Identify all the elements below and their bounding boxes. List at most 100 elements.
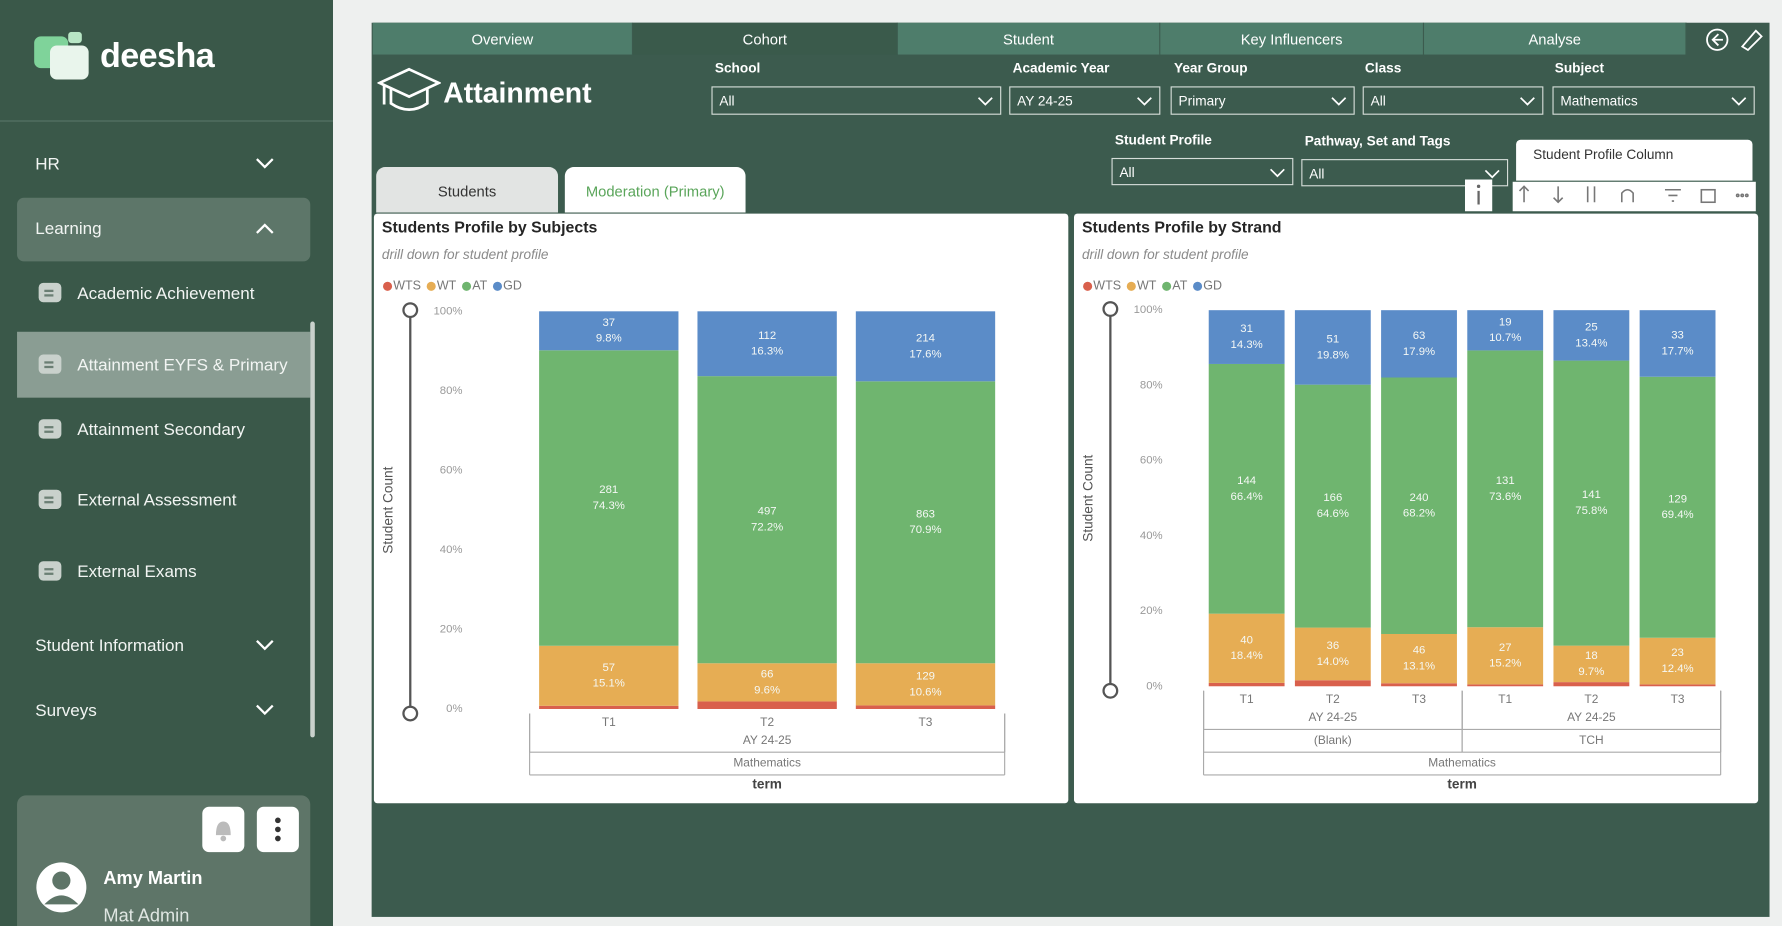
legend-label: WT xyxy=(437,279,457,293)
x-tick-label: T2 xyxy=(1326,692,1340,706)
nav-item[interactable]: External Assessment xyxy=(77,490,237,511)
data-label: 19 10.7% xyxy=(1489,316,1521,344)
data-label-percent: 19.8% xyxy=(1317,349,1349,361)
data-label-percent: 18.4% xyxy=(1231,650,1263,662)
tab[interactable]: Overview xyxy=(372,22,634,55)
filter-dropdown[interactable]: All xyxy=(1362,86,1544,115)
scrollbar[interactable] xyxy=(310,321,315,738)
data-label-percent: 14.3% xyxy=(1231,339,1263,351)
bar-segment xyxy=(1467,350,1544,628)
data-label-percent: 9.8% xyxy=(596,333,622,345)
chevron xyxy=(256,158,274,169)
data-label: 863 70.9% xyxy=(909,508,941,536)
tab[interactable]: Key Influencers xyxy=(1160,22,1425,55)
x-tick-label: T3 xyxy=(1671,692,1685,706)
report-tab[interactable]: Moderation (Primary) xyxy=(564,167,746,213)
data-label-count: 36 xyxy=(1327,640,1340,652)
nav-item-active[interactable] xyxy=(17,331,311,398)
data-label: 141 75.8% xyxy=(1575,489,1607,517)
data-label-percent: 17.9% xyxy=(1403,346,1435,358)
nav-section[interactable]: Student Information xyxy=(35,636,185,656)
data-label-count: 141 xyxy=(1582,489,1601,501)
data-label: 37 9.8% xyxy=(596,317,622,345)
chart-panel: Students Profile by Strand drill down for… xyxy=(1073,213,1759,804)
filter-dropdown[interactable]: Mathematics xyxy=(1552,86,1755,115)
tab[interactable]: Cohort xyxy=(633,22,898,55)
nav-section[interactable]: HR xyxy=(35,154,60,174)
tooltip: Student Profile Column xyxy=(1516,139,1753,181)
filter-value: All xyxy=(1309,165,1325,182)
data-label-percent: 10.6% xyxy=(909,686,941,698)
bar-segment xyxy=(855,311,996,382)
data-label: 46 13.1% xyxy=(1403,645,1435,673)
data-label-count: 240 xyxy=(1410,492,1429,504)
data-label: 129 10.6% xyxy=(909,670,941,698)
nav-icon xyxy=(38,354,62,374)
filter-dropdown[interactable]: Primary xyxy=(1170,86,1355,115)
bar-segment xyxy=(539,350,679,646)
tab[interactable]: Student xyxy=(897,22,1161,55)
data-label-count: 497 xyxy=(758,506,777,518)
data-label-count: 37 xyxy=(602,317,615,329)
filter-value: Mathematics xyxy=(1560,93,1638,110)
data-label: 281 74.3% xyxy=(593,484,625,512)
data-label-percent: 73.6% xyxy=(1489,491,1521,503)
data-label: 240 68.2% xyxy=(1403,492,1435,520)
data-label: 33 17.7% xyxy=(1661,330,1693,358)
data-label-count: 23 xyxy=(1671,647,1684,659)
filter-dropdown[interactable]: AY 24-25 xyxy=(1009,86,1161,115)
legend-marker xyxy=(462,281,472,291)
x-tick-label: T1 xyxy=(602,715,616,729)
data-label: 40 18.4% xyxy=(1231,634,1263,662)
sidebar: deesha HR Learning Academic Achievement … xyxy=(0,0,333,926)
nav-item[interactable]: Attainment Secondary xyxy=(77,420,246,440)
legend-label: WTS xyxy=(393,279,421,293)
chevron xyxy=(256,640,274,651)
nav-item[interactable]: Attainment EYFS & Primary xyxy=(77,355,288,375)
data-label-count: 19 xyxy=(1499,316,1512,328)
x-tick-label: T1 xyxy=(1240,692,1254,706)
bell-button[interactable] xyxy=(202,806,245,853)
logo-icon xyxy=(34,31,89,80)
x-group-label: TCH xyxy=(1579,733,1604,747)
filter-dropdown[interactable]: All xyxy=(1111,157,1294,186)
bar-segment xyxy=(1294,627,1371,681)
nav-icon xyxy=(38,282,62,303)
data-label-count: 57 xyxy=(602,662,615,674)
nav-section[interactable]: Learning xyxy=(35,219,102,239)
nav-section[interactable]: Surveys xyxy=(35,701,97,721)
y-tick-label: 0% xyxy=(1146,680,1162,692)
filter-label: Subject xyxy=(1554,60,1604,77)
x-tick-label: T3 xyxy=(919,715,933,729)
data-label-percent: 72.2% xyxy=(751,522,783,534)
chart-title: Students Profile by Subjects xyxy=(382,220,598,237)
data-label-count: 27 xyxy=(1499,642,1512,654)
y-tick-label: 40% xyxy=(440,544,463,556)
data-label-count: 166 xyxy=(1323,492,1342,504)
data-label-percent: 70.9% xyxy=(909,524,941,536)
bar-segment xyxy=(855,381,996,664)
filter-dropdown[interactable]: All xyxy=(711,86,1002,115)
nav-item[interactable]: Academic Achievement xyxy=(77,284,255,304)
tab[interactable]: Analyse xyxy=(1424,22,1687,55)
bar-segment xyxy=(539,645,679,706)
visual-toolbar[interactable] xyxy=(1464,179,1756,212)
data-label-percent: 12.4% xyxy=(1661,663,1693,675)
filter-dropdown[interactable]: All xyxy=(1301,159,1509,187)
bar-segment xyxy=(1553,682,1630,687)
data-label-count: 214 xyxy=(916,332,935,344)
page-title: Attainment xyxy=(443,77,592,110)
report-tab[interactable]: Students xyxy=(376,167,559,213)
menu-button[interactable] xyxy=(256,806,299,853)
bar-segment xyxy=(1381,633,1457,684)
nav-item[interactable]: External Exams xyxy=(77,562,197,582)
bar-segment xyxy=(1381,683,1457,687)
data-label: 36 14.0% xyxy=(1317,640,1349,668)
data-label-count: 51 xyxy=(1327,333,1340,345)
bar-segment xyxy=(1294,310,1371,385)
legend-marker xyxy=(1083,281,1093,291)
nav-icons[interactable] xyxy=(1705,27,1764,52)
data-label-count: 281 xyxy=(599,484,618,496)
nav-icon xyxy=(38,419,62,439)
